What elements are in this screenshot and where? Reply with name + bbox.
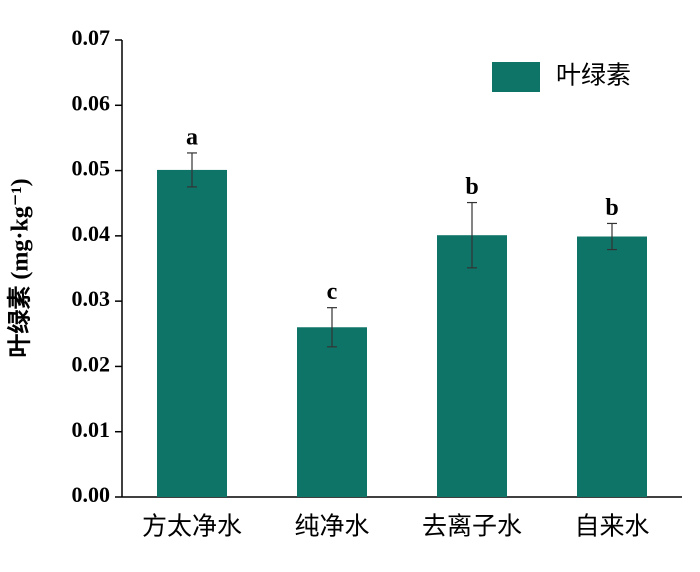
- y-axis-label: 叶绿素 (mg·kg⁻¹): [6, 178, 34, 357]
- y-tick-label: 0.04: [72, 221, 111, 246]
- significance-label: c: [327, 279, 338, 305]
- bar: [297, 327, 367, 497]
- x-tick-label: 方太净水: [142, 513, 242, 541]
- legend-swatch: [492, 62, 540, 92]
- bar: [437, 235, 507, 497]
- y-tick-label: 0.00: [72, 482, 111, 507]
- bar: [157, 169, 227, 497]
- x-tick-label: 自来水: [574, 513, 649, 541]
- significance-label: b: [605, 195, 618, 221]
- significance-label: a: [186, 124, 198, 150]
- legend-label: 叶绿素: [556, 62, 631, 90]
- x-tick-label: 纯净水: [294, 513, 369, 541]
- bar: [577, 236, 647, 497]
- y-tick-label: 0.05: [72, 156, 111, 181]
- y-tick-label: 0.07: [72, 25, 111, 50]
- x-tick-label: 去离子水: [422, 513, 522, 541]
- y-tick-label: 0.02: [72, 351, 111, 376]
- y-tick-label: 0.06: [72, 90, 111, 115]
- significance-label: b: [465, 174, 478, 200]
- y-tick-label: 0.01: [72, 417, 111, 442]
- y-tick-label: 0.03: [72, 286, 111, 311]
